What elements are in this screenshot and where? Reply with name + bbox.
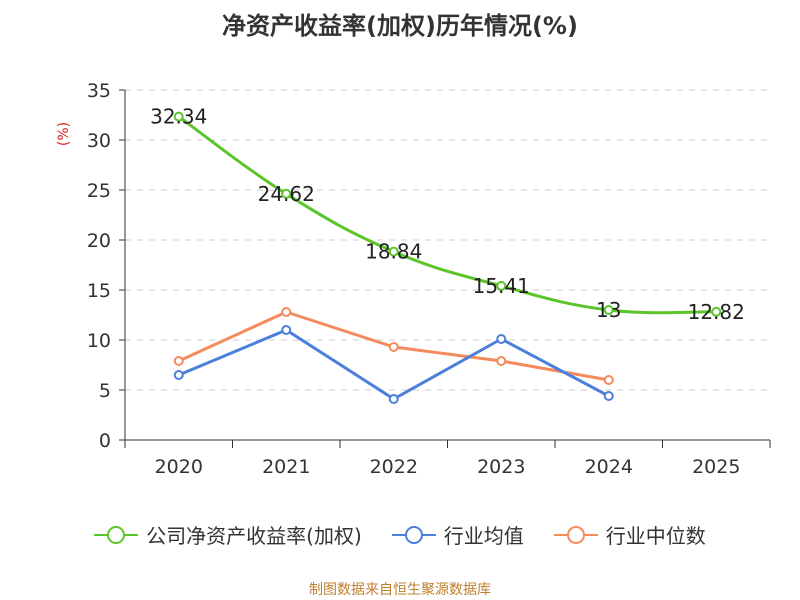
data-label: 15.41 xyxy=(473,274,530,298)
x-tick-label: 2020 xyxy=(155,456,203,478)
data-point-0 xyxy=(603,305,614,315)
legend-item-industry-median[interactable]: 行业中位数 xyxy=(553,520,706,549)
legend-label-industry-median: 行业中位数 xyxy=(605,524,706,548)
legend: 公司净资产收益率(加权) 行业均值 行业中位数 xyxy=(0,520,800,549)
x-tick-label: 2025 xyxy=(692,456,740,478)
data-point-2 xyxy=(173,356,184,366)
legend-item-roe[interactable]: 公司净资产收益率(加权) xyxy=(94,520,362,549)
data-point-2 xyxy=(496,356,507,366)
y-tick-label: 10 xyxy=(87,330,111,352)
data-point-1 xyxy=(388,394,399,404)
series-line-0 xyxy=(177,115,717,315)
y-tick-label: 15 xyxy=(87,280,111,302)
data-point-2 xyxy=(388,342,399,352)
data-point-0 xyxy=(281,188,292,199)
data-point-2 xyxy=(603,375,614,385)
data-point-1 xyxy=(281,325,292,335)
data-point-0 xyxy=(496,280,507,291)
y-tick-label: 30 xyxy=(87,130,111,152)
y-tick-label: 35 xyxy=(87,80,111,102)
data-label: 32.34 xyxy=(150,105,207,129)
y-tick-label: 5 xyxy=(99,380,111,402)
x-tick-label: 2024 xyxy=(585,456,633,478)
legend-swatch-industry-median xyxy=(553,525,598,544)
data-label: 24.62 xyxy=(258,182,315,206)
data-point-0 xyxy=(711,306,722,317)
legend-swatch-roe xyxy=(94,525,139,544)
y-tick-label: 20 xyxy=(87,230,111,252)
data-point-1 xyxy=(496,334,507,344)
data-label: 12.82 xyxy=(688,300,745,324)
data-label: 18.84 xyxy=(365,240,422,264)
data-point-1 xyxy=(173,370,184,380)
data-point-0 xyxy=(388,246,399,257)
legend-label-roe: 公司净资产收益率(加权) xyxy=(146,524,362,548)
data-source-note: 制图数据来自恒生聚源数据库 xyxy=(309,582,491,598)
chart-title: 净资产收益率(加权)历年情况(%) xyxy=(222,12,578,40)
y-tick-label: 0 xyxy=(99,430,111,452)
legend-swatch-industry-mean xyxy=(391,525,436,544)
x-tick-label: 2023 xyxy=(477,456,525,478)
legend-label-industry-mean: 行业均值 xyxy=(443,524,524,548)
data-point-0 xyxy=(173,111,184,122)
legend-item-industry-mean[interactable]: 行业均值 xyxy=(391,520,524,549)
data-point-1 xyxy=(603,391,614,401)
data-point-2 xyxy=(281,307,292,317)
x-tick-label: 2021 xyxy=(262,456,310,478)
data-label: 13 xyxy=(596,298,621,322)
x-tick-label: 2022 xyxy=(370,456,418,478)
y-tick-label: 25 xyxy=(87,180,111,202)
